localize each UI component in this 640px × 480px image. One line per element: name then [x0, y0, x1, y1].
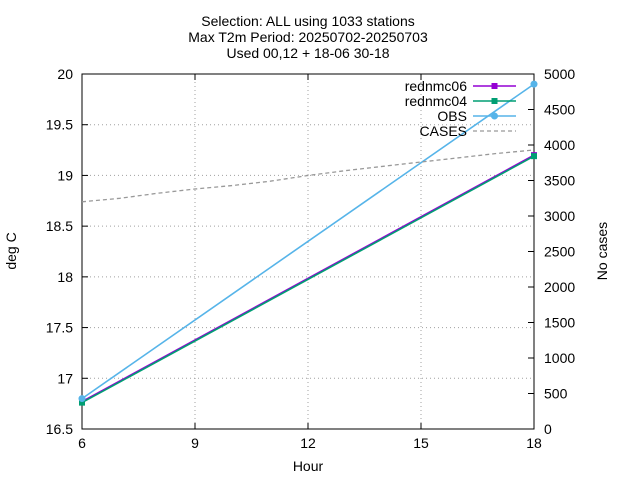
y2-tick-label: 3000: [544, 208, 575, 224]
y2-tick-label: 0: [544, 421, 552, 437]
y2-axis-label: No cases: [594, 222, 610, 280]
y-tick-label: 17: [57, 370, 73, 386]
y-axis-label: deg C: [3, 232, 19, 269]
series-line-rednmc06: [81, 154, 535, 403]
y2-tick-label: 5000: [544, 66, 575, 82]
legend-label-cases: CASES: [420, 123, 467, 139]
series-line-rednmc04: [81, 155, 535, 404]
title-line-2: Max T2m Period: 20250702-20250703: [188, 29, 428, 45]
y-tick-label: 20: [57, 66, 73, 82]
y2-tick-label: 1500: [544, 315, 575, 331]
chart-title: Selection: ALL using 1033 stations Max T…: [188, 13, 428, 61]
y2-tick-label: 2000: [544, 279, 575, 295]
legend-label-rednmc04: rednmc04: [405, 93, 467, 109]
y2-tick-label: 3500: [544, 173, 575, 189]
axes: 6 9 12 15 18 16.5 17 17.5 18 18.5 19 19.5 20 0 500 1000…: [46, 66, 576, 451]
x-tick-label: 12: [300, 435, 316, 451]
y-tick-label: 17.5: [46, 320, 73, 336]
y2-tick-label: 2500: [544, 244, 575, 260]
series-line-cases: [81, 149, 535, 203]
x-tick-label: 6: [78, 435, 86, 451]
y2-tick-label: 500: [544, 386, 568, 402]
y-tick-label: 19.5: [46, 117, 73, 133]
y-tick-label: 19: [57, 167, 73, 183]
title-line-3: Used 00,12 + 18-06 30-18: [226, 45, 389, 61]
y2-tick-label: 1000: [544, 350, 575, 366]
x-tick-label: 15: [413, 435, 429, 451]
series-line-obs: [81, 83, 535, 400]
plot-series: [78, 80, 538, 406]
legend-marker-obs: [491, 112, 498, 120]
legend-label-obs: OBS: [437, 108, 467, 124]
x-tick-label: 9: [191, 435, 199, 451]
y2-tick-label: 4500: [544, 102, 575, 118]
legend-marker-rednmc04: [491, 98, 498, 104]
data-point-rednmc04: [79, 399, 85, 406]
data-point-rednmc04: [531, 153, 537, 160]
grid-lines: [82, 74, 534, 429]
y-tick-label: 18.5: [46, 218, 73, 234]
y-tick-label: 18: [57, 269, 73, 285]
x-tick-label: 18: [526, 435, 542, 451]
y2-tick-label: 4000: [544, 137, 575, 153]
y-tick-label: 16.5: [46, 421, 73, 437]
x-axis-label: Hour: [293, 458, 324, 474]
legend-marker-rednmc06: [491, 83, 498, 89]
title-line-1: Selection: ALL using 1033 stations: [201, 13, 415, 29]
data-point-obs: [530, 80, 538, 88]
legend-label-rednmc06: rednmc06: [405, 78, 467, 94]
data-point-obs: [78, 395, 86, 403]
